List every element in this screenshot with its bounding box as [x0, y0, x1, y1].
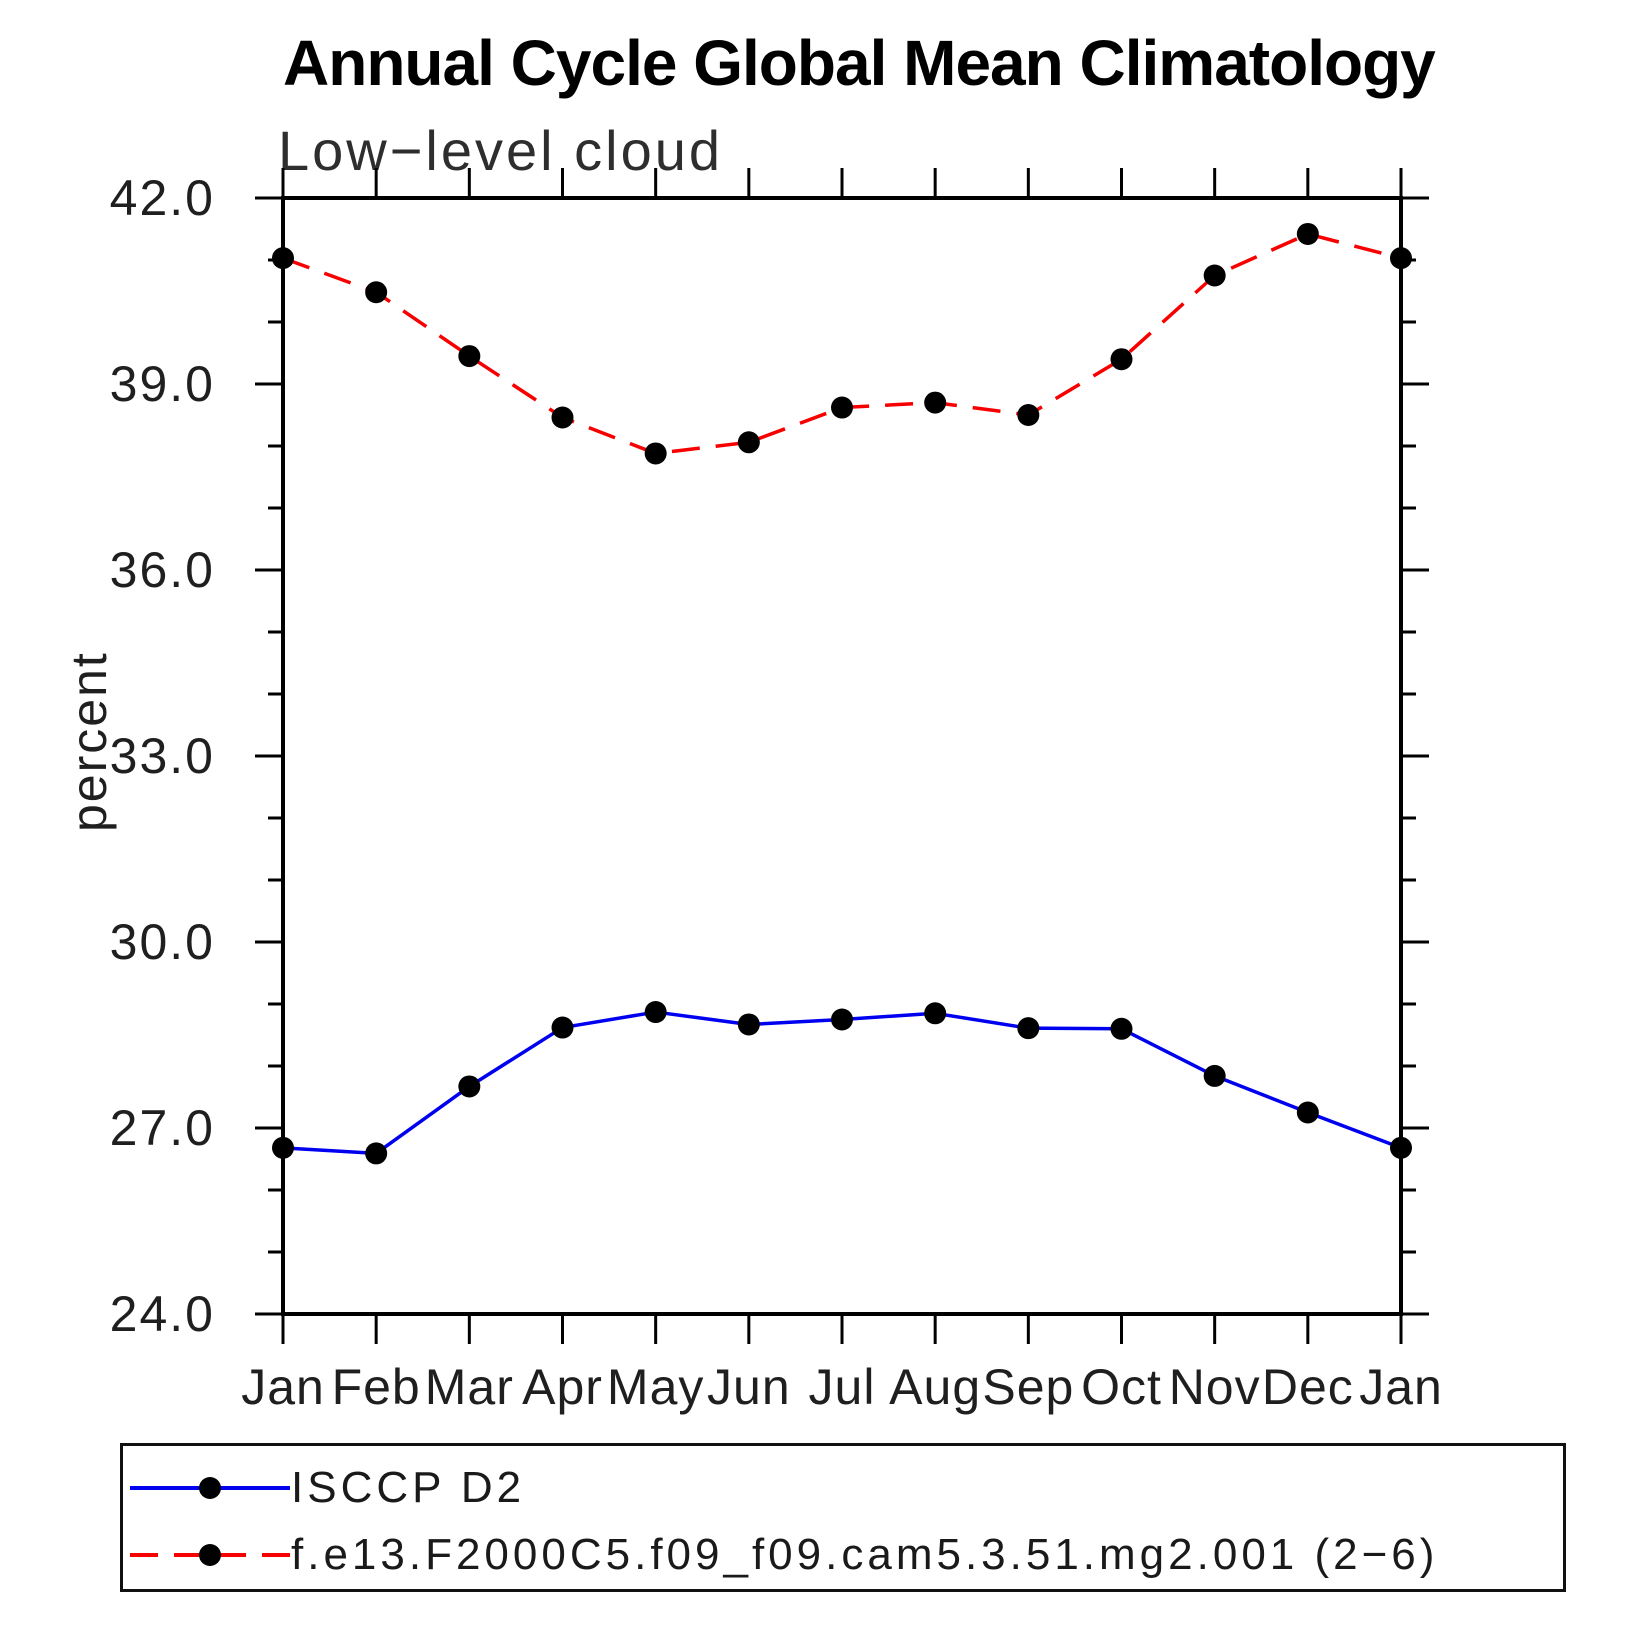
- y-tick-label: 36.0: [110, 542, 215, 598]
- data-point-marker: [1203, 1064, 1226, 1087]
- data-point-marker: [644, 1001, 667, 1024]
- data-point-marker: [1017, 404, 1040, 426]
- x-tick-label: Jun: [707, 1359, 791, 1415]
- x-tick-label: Dec: [1262, 1359, 1354, 1415]
- chart-title: Annual Cycle Global Mean Climatology: [283, 27, 1436, 99]
- data-point-marker: [1390, 247, 1412, 270]
- x-tick-label: Sep: [982, 1359, 1074, 1415]
- data-point-marker: [1296, 1101, 1319, 1124]
- data-point-marker: [272, 247, 294, 270]
- plot-frame: [281, 196, 1403, 1316]
- y-tick-label: 39.0: [110, 356, 215, 412]
- y-tick-label: 27.0: [110, 1100, 215, 1156]
- x-tick-label: Apr: [522, 1359, 603, 1415]
- data-point-marker: [831, 1008, 853, 1031]
- series-line-dashed: [282, 232, 1402, 456]
- x-tick-label: Mar: [425, 1359, 514, 1415]
- data-point-marker: [458, 1075, 481, 1098]
- x-tick-label: Jul: [809, 1359, 876, 1415]
- data-point-marker: [831, 396, 853, 419]
- data-point-marker: [644, 442, 667, 465]
- data-point-marker: [458, 345, 481, 368]
- data-point-marker: [737, 431, 760, 454]
- data-point-marker: [1017, 1017, 1040, 1040]
- data-point-marker: [1203, 264, 1226, 287]
- data-point-marker: [1390, 1136, 1412, 1159]
- x-tick-label: Oct: [1081, 1359, 1162, 1415]
- legend-line-sample-solid: [130, 1477, 290, 1499]
- x-tick-label: Aug: [889, 1359, 981, 1415]
- data-point-marker: [1110, 1017, 1133, 1040]
- data-point-marker: [365, 281, 388, 304]
- x-tick-label: Nov: [1169, 1359, 1261, 1415]
- data-point-marker: [272, 1136, 294, 1159]
- chart-subtitle: Low−level cloud: [278, 119, 724, 182]
- data-point-marker: [1110, 348, 1133, 371]
- y-tick-label: 42.0: [110, 170, 215, 226]
- legend-label-model: f.e13.F2000C5.f09_f09.cam5.3.51.mg2.001 …: [291, 1530, 1439, 1579]
- x-tick-label: Jan: [1359, 1359, 1443, 1415]
- data-point-marker: [551, 1016, 574, 1039]
- data-point-marker: [551, 406, 574, 429]
- legend-box: ISCCP D2 f.e13.F2000C5.f09_f09.cam5.3.51…: [120, 1443, 1566, 1592]
- y-tick-label: 30.0: [110, 914, 215, 970]
- x-tick-label: Jan: [241, 1359, 325, 1415]
- data-point-marker: [737, 1013, 760, 1036]
- x-tick-label: May: [607, 1359, 704, 1415]
- data-point-marker: [365, 1142, 388, 1165]
- legend-line-sample-dashed: [130, 1544, 290, 1566]
- data-point-marker: [924, 1002, 947, 1025]
- series-line-solid: [282, 1010, 1402, 1156]
- data-point-marker: [924, 391, 947, 414]
- y-tick-label: 24.0: [110, 1286, 215, 1342]
- x-tick-label: Feb: [332, 1359, 421, 1415]
- data-point-marker: [1296, 222, 1319, 245]
- y-tick-label: 33.0: [110, 728, 215, 784]
- legend-label-isccp: ISCCP D2: [291, 1463, 526, 1512]
